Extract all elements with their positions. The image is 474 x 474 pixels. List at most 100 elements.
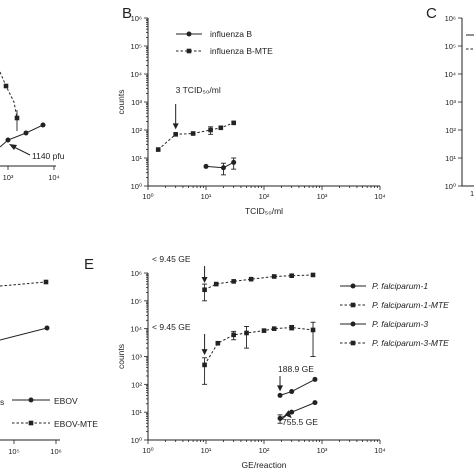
panel-e-series-1-point: [202, 287, 207, 293]
panel-c-y-tick-label: 10¹: [445, 154, 456, 163]
panel-d-point: [44, 325, 50, 331]
panel-e-series-1-point: [213, 281, 219, 287]
panel-e-series-1-point: [231, 279, 236, 284]
panel-e-y-tick-label: 10⁶: [131, 269, 142, 278]
panel-a-point: [5, 137, 11, 143]
panel-e-series-0-point: [289, 389, 295, 395]
panel-a-annotation-arrow-head: [9, 144, 17, 150]
panel-e-legend-label-0: P. falciparum-1: [372, 281, 428, 291]
panel-e-annotation-arrow-head: [201, 277, 208, 284]
panel-b-series-0-point: [220, 165, 226, 171]
panel-b-x-tick-label: 10⁰: [142, 192, 153, 201]
panel-b-y-tick-label: 10¹: [131, 154, 142, 163]
panel-c-y-tick-label: 10⁴: [444, 70, 456, 79]
panel-e-series-3-line: [204, 327, 314, 366]
panel-e-annotation-label: < 9.45 GE: [152, 322, 191, 332]
panel-b-y-tick-label: 10⁰: [131, 182, 142, 191]
panel-b-y-tick-label: 10³: [131, 98, 142, 107]
panel-b-annotation-label: 3 TCID₅₀/ml: [176, 85, 221, 95]
panel-e-series-1-line: [204, 274, 314, 291]
panel-c-x-tick-label: 1: [470, 189, 474, 198]
panel-e-x-axis-title: GE/reaction: [242, 460, 287, 470]
panel-d-partial: 10⁵ 10⁶ EBOV EBOV-MTE s: [0, 279, 98, 456]
panel-e-x-tick-label: 10¹: [201, 446, 212, 455]
panel-d-legend-label-0: EBOV: [54, 396, 78, 406]
panel-a-annotation-arrow-shaft: [13, 146, 31, 156]
panel-d-point: [43, 279, 49, 285]
panel-e-y-tick-label: 10⁰: [131, 436, 142, 445]
panel-e-legend-marker-0: [350, 283, 356, 289]
panel-a-x-tick-label: 10⁴: [48, 173, 60, 182]
panel-e-series-1-point: [271, 274, 277, 279]
panel-a-point: [3, 83, 9, 89]
panel-b-series-0-point: [231, 159, 237, 165]
panel-b-y-tick-label: 10⁴: [130, 70, 142, 79]
panel-b-legend-label-0: influenza B: [210, 29, 252, 39]
panel-b-series-1-point: [231, 120, 236, 126]
panel-b-y-axis-title: counts: [116, 89, 126, 114]
panel-e-x-tick-label: 10⁰: [142, 446, 153, 455]
panel-e-annotation-arrow-head: [201, 349, 208, 356]
panel-b-series-0-point: [203, 163, 209, 169]
panel-b-series-1-point: [190, 131, 196, 136]
panel-e-legend-marker-2: [350, 321, 356, 327]
panel-a-series-dashed: [0, 71, 18, 119]
panel-e-series-1-point: [310, 272, 316, 278]
panel-e: 10⁰ 10¹ 10² 10³ 10⁴ 10⁵ 10⁶ 10⁰ 10¹ 10² 10³ 10⁴ GE/r…: [116, 254, 449, 470]
panel-e-x-tick-label: 10⁴: [374, 446, 386, 455]
panel-e-series-0-point: [312, 376, 318, 382]
panel-label-c: C: [426, 5, 437, 22]
panel-e-legend-label-1: P. falciparum-1-MTE: [372, 300, 449, 310]
panel-e-series-3-point: [231, 332, 236, 338]
panel-a-point: [40, 122, 46, 128]
panel-e-series-1-point: [289, 273, 294, 278]
panel-b-x-tick-label: 10¹: [201, 192, 212, 201]
panel-b-series-1-point: [173, 132, 178, 137]
panel-b-y-tick-label: 10⁶: [131, 14, 142, 23]
panel-e-series-2-point: [289, 409, 295, 415]
panel-b-series-1-point: [155, 147, 161, 152]
panel-e-x-tick-label: 10²: [259, 446, 270, 455]
panel-c-y-tick-label: 10³: [445, 98, 456, 107]
panel-b-legend-marker-0: [186, 31, 192, 37]
panel-b-y-tick-label: 10²: [131, 126, 142, 135]
panel-e-series-3-point: [289, 325, 294, 330]
panel-a-x-tick-label: 10³: [3, 173, 14, 182]
panel-b-series-1-point: [208, 127, 213, 133]
panel-e-y-tick-label: 10⁴: [130, 325, 142, 334]
panel-d-x-tick-label: 10⁶: [50, 447, 61, 456]
panel-e-y-axis-title: counts: [116, 344, 126, 369]
panel-e-annotation-label: 755.5 GE: [282, 417, 318, 427]
panel-b-legend-marker-1: [186, 48, 192, 54]
panel-b-annotation-arrow-head: [172, 123, 179, 130]
panel-e-series-0-line: [279, 378, 316, 396]
panel-b-series-0-line: [205, 161, 234, 169]
panel-b-series-1-line: [157, 122, 234, 150]
panel-e-series-0-point: [277, 392, 283, 398]
panel-b-legend-label-1: influenza B-MTE: [210, 46, 273, 56]
panel-b-x-tick-label: 10²: [259, 192, 270, 201]
panel-label-b: B: [122, 5, 132, 22]
panel-a-point: [23, 130, 29, 136]
panel-d-legend-marker-1: [28, 420, 34, 426]
panel-e-series-3-point: [310, 327, 316, 333]
panel-c-partial: 10⁰ 10¹ 10² 10³ 10⁴ 10⁵ 10⁶ 1: [444, 14, 474, 198]
panel-e-series-3-point: [202, 362, 207, 368]
panel-e-series-1-point: [248, 276, 254, 282]
panel-b-x-tick-label: 10³: [317, 192, 328, 201]
panel-a-annotation-label: 1140 pfu: [32, 151, 65, 161]
panel-b-series-1-point: [218, 125, 224, 131]
panel-c-y-tick-label: 10⁶: [445, 14, 456, 23]
panel-e-y-tick-label: 10⁵: [131, 297, 142, 306]
panel-e-legend-label-3: P. falciparum-3-MTE: [372, 338, 449, 348]
panel-b-y-tick-label: 10⁵: [131, 42, 142, 51]
panel-e-series-2-point: [312, 400, 318, 406]
panel-e-series-3-point: [215, 340, 221, 346]
panel-label-e: E: [84, 256, 94, 273]
panel-d-legend-label-1: EBOV-MTE: [54, 419, 98, 429]
panel-b-x-axis-title: TCID₅₀/ml: [245, 206, 283, 216]
panel-e-x-tick-label: 10³: [317, 446, 328, 455]
panel-e-y-tick-label: 10¹: [131, 408, 142, 417]
panel-d-series-dashed: [0, 281, 47, 287]
